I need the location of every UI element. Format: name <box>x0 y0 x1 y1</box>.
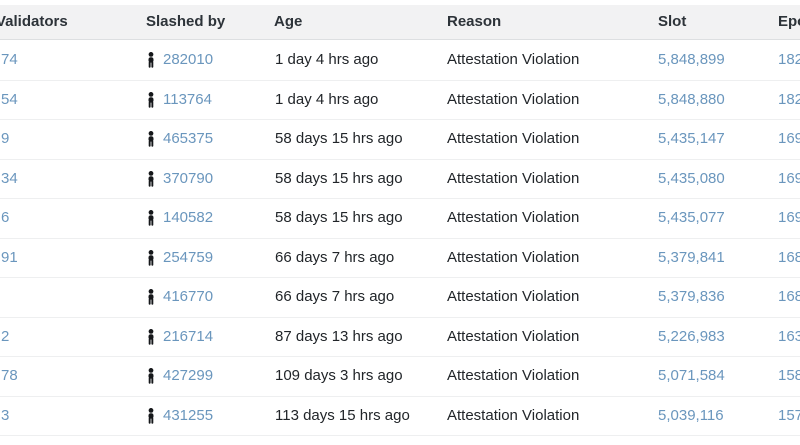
slasher-link[interactable]: 416770 <box>163 288 214 305</box>
slashed-by-cell: 216714 <box>146 318 213 357</box>
slot-link[interactable]: 5,435,147 <box>658 130 725 147</box>
slasher-link[interactable]: 282010 <box>163 51 214 68</box>
validator-link[interactable]: 91 <box>1 248 18 266</box>
person-icon <box>146 249 156 266</box>
reason-text: Attestation Violation <box>447 327 580 345</box>
age-text: 58 days 15 hrs ago <box>275 209 403 226</box>
column-header-slot[interactable]: Slot <box>658 13 687 30</box>
table-row: 74 282010 1 day 4 hrs ago Attestation Vi… <box>0 41 800 81</box>
table-row: 2 216714 87 days 13 hrs ago Attestation … <box>0 317 800 357</box>
reason-text: Attestation Violation <box>447 406 580 424</box>
age-text: 58 days 15 hrs ago <box>275 169 403 187</box>
slasher-link[interactable]: 370790 <box>163 169 214 187</box>
reason-text: Attestation Violation <box>447 209 580 226</box>
validator-link[interactable]: 3 <box>1 406 10 424</box>
validator-link[interactable]: 2 <box>1 327 10 345</box>
slot-link[interactable]: 5,435,077 <box>658 209 725 226</box>
slot-link[interactable]: 5,071,584 <box>658 367 725 384</box>
table-row: 416770 66 days 7 hrs ago Attestation Vio… <box>0 278 800 318</box>
slasher-link[interactable]: 113764 <box>163 90 212 108</box>
slasher-link[interactable]: 427299 <box>163 367 214 384</box>
table-row: 91 254759 66 days 7 hrs ago Attestation … <box>0 238 800 278</box>
slasher-link[interactable]: 140582 <box>163 209 214 226</box>
slashed-by-cell: 427299 <box>146 357 213 396</box>
person-icon <box>146 131 156 147</box>
table-row: 34 370790 58 days 15 hrs ago Attestation… <box>0 159 800 199</box>
person-icon <box>146 170 156 187</box>
slot-link[interactable]: 5,379,836 <box>658 288 725 305</box>
slashed-by-cell: 254759 <box>146 239 213 278</box>
slashed-by-cell: 282010 <box>146 41 213 80</box>
slashed-by-cell: 370790 <box>146 160 213 199</box>
reason-text: Attestation Violation <box>447 248 580 266</box>
epoch-link[interactable]: 169 <box>778 130 800 147</box>
epoch-link[interactable]: 163 <box>778 327 800 345</box>
reason-text: Attestation Violation <box>447 130 580 147</box>
person-icon <box>146 289 156 305</box>
age-text: 58 days 15 hrs ago <box>275 130 403 147</box>
epoch-link[interactable]: 158 <box>778 367 800 384</box>
reason-text: Attestation Violation <box>447 288 580 305</box>
validator-link[interactable]: 6 <box>1 209 10 226</box>
reason-text: Attestation Violation <box>447 90 580 108</box>
epoch-link[interactable]: 157 <box>778 406 800 424</box>
person-icon <box>146 52 156 68</box>
reason-text: Attestation Violation <box>447 169 580 187</box>
person-icon <box>146 407 156 424</box>
slashed-by-cell: 465375 <box>146 120 213 159</box>
slasher-link[interactable]: 254759 <box>163 248 214 266</box>
epoch-link[interactable]: 168 <box>778 248 800 266</box>
validator-link[interactable]: 9 <box>1 130 10 147</box>
slashed-by-cell: 113764 <box>146 81 212 120</box>
epoch-link[interactable]: 169 <box>778 169 800 187</box>
age-text: 66 days 7 hrs ago <box>275 288 395 305</box>
slot-link[interactable]: 5,435,080 <box>658 169 725 187</box>
epoch-link[interactable]: 182 <box>778 51 800 68</box>
slashed-by-cell: 140582 <box>146 199 213 238</box>
validator-link[interactable]: 78 <box>1 367 18 384</box>
age-text: 109 days 3 hrs ago <box>275 367 403 384</box>
age-text: 87 days 13 hrs ago <box>275 327 403 345</box>
age-text: 66 days 7 hrs ago <box>275 248 395 266</box>
person-icon <box>146 210 156 226</box>
validator-link[interactable]: 54 <box>1 90 18 108</box>
column-header-epoch[interactable]: Epoch <box>778 13 800 30</box>
validator-link[interactable]: 34 <box>1 169 18 187</box>
age-text: 113 days 15 hrs ago <box>275 406 410 424</box>
person-icon <box>146 368 156 384</box>
age-text: 1 day 4 hrs ago <box>275 90 379 108</box>
column-header-reason[interactable]: Reason <box>447 13 502 30</box>
table-row: 3 431255 113 days 15 hrs ago Attestation… <box>0 396 800 436</box>
table-body: 74 282010 1 day 4 hrs ago Attestation Vi… <box>0 41 800 436</box>
slot-link[interactable]: 5,039,116 <box>658 406 724 424</box>
epoch-link[interactable]: 168 <box>778 288 800 305</box>
slot-link[interactable]: 5,848,880 <box>658 90 725 108</box>
column-header-slashed-by[interactable]: Slashed by <box>146 13 226 30</box>
table-row: 78 427299 109 days 3 hrs ago Attestation… <box>0 357 800 397</box>
epoch-link[interactable]: 169 <box>778 209 800 226</box>
reason-text: Attestation Violation <box>447 367 580 384</box>
slasher-link[interactable]: 216714 <box>163 327 214 345</box>
reason-text: Attestation Violation <box>447 51 580 68</box>
slot-link[interactable]: 5,379,841 <box>658 248 725 266</box>
validator-link[interactable]: 74 <box>1 51 18 68</box>
table-row: 6 140582 58 days 15 hrs ago Attestation … <box>0 199 800 239</box>
column-header-age[interactable]: Age <box>274 13 303 30</box>
person-icon <box>146 91 156 108</box>
person-icon <box>146 328 156 345</box>
slasher-link[interactable]: 465375 <box>163 130 214 147</box>
slot-link[interactable]: 5,226,983 <box>658 327 725 345</box>
table-row: 54 113764 1 day 4 hrs ago Attestation Vi… <box>0 80 800 120</box>
table-header: Validators Slashed by Age Reason Slot Ep… <box>0 5 800 40</box>
slashed-by-cell: 416770 <box>146 278 213 317</box>
slot-link[interactable]: 5,848,899 <box>658 51 725 68</box>
column-header-validators[interactable]: Validators <box>0 13 68 30</box>
slasher-link[interactable]: 431255 <box>163 406 214 424</box>
age-text: 1 day 4 hrs ago <box>275 51 379 68</box>
slashed-by-cell: 431255 <box>146 397 213 436</box>
epoch-link[interactable]: 182 <box>778 90 800 108</box>
table-row: 9 465375 58 days 15 hrs ago Attestation … <box>0 120 800 160</box>
